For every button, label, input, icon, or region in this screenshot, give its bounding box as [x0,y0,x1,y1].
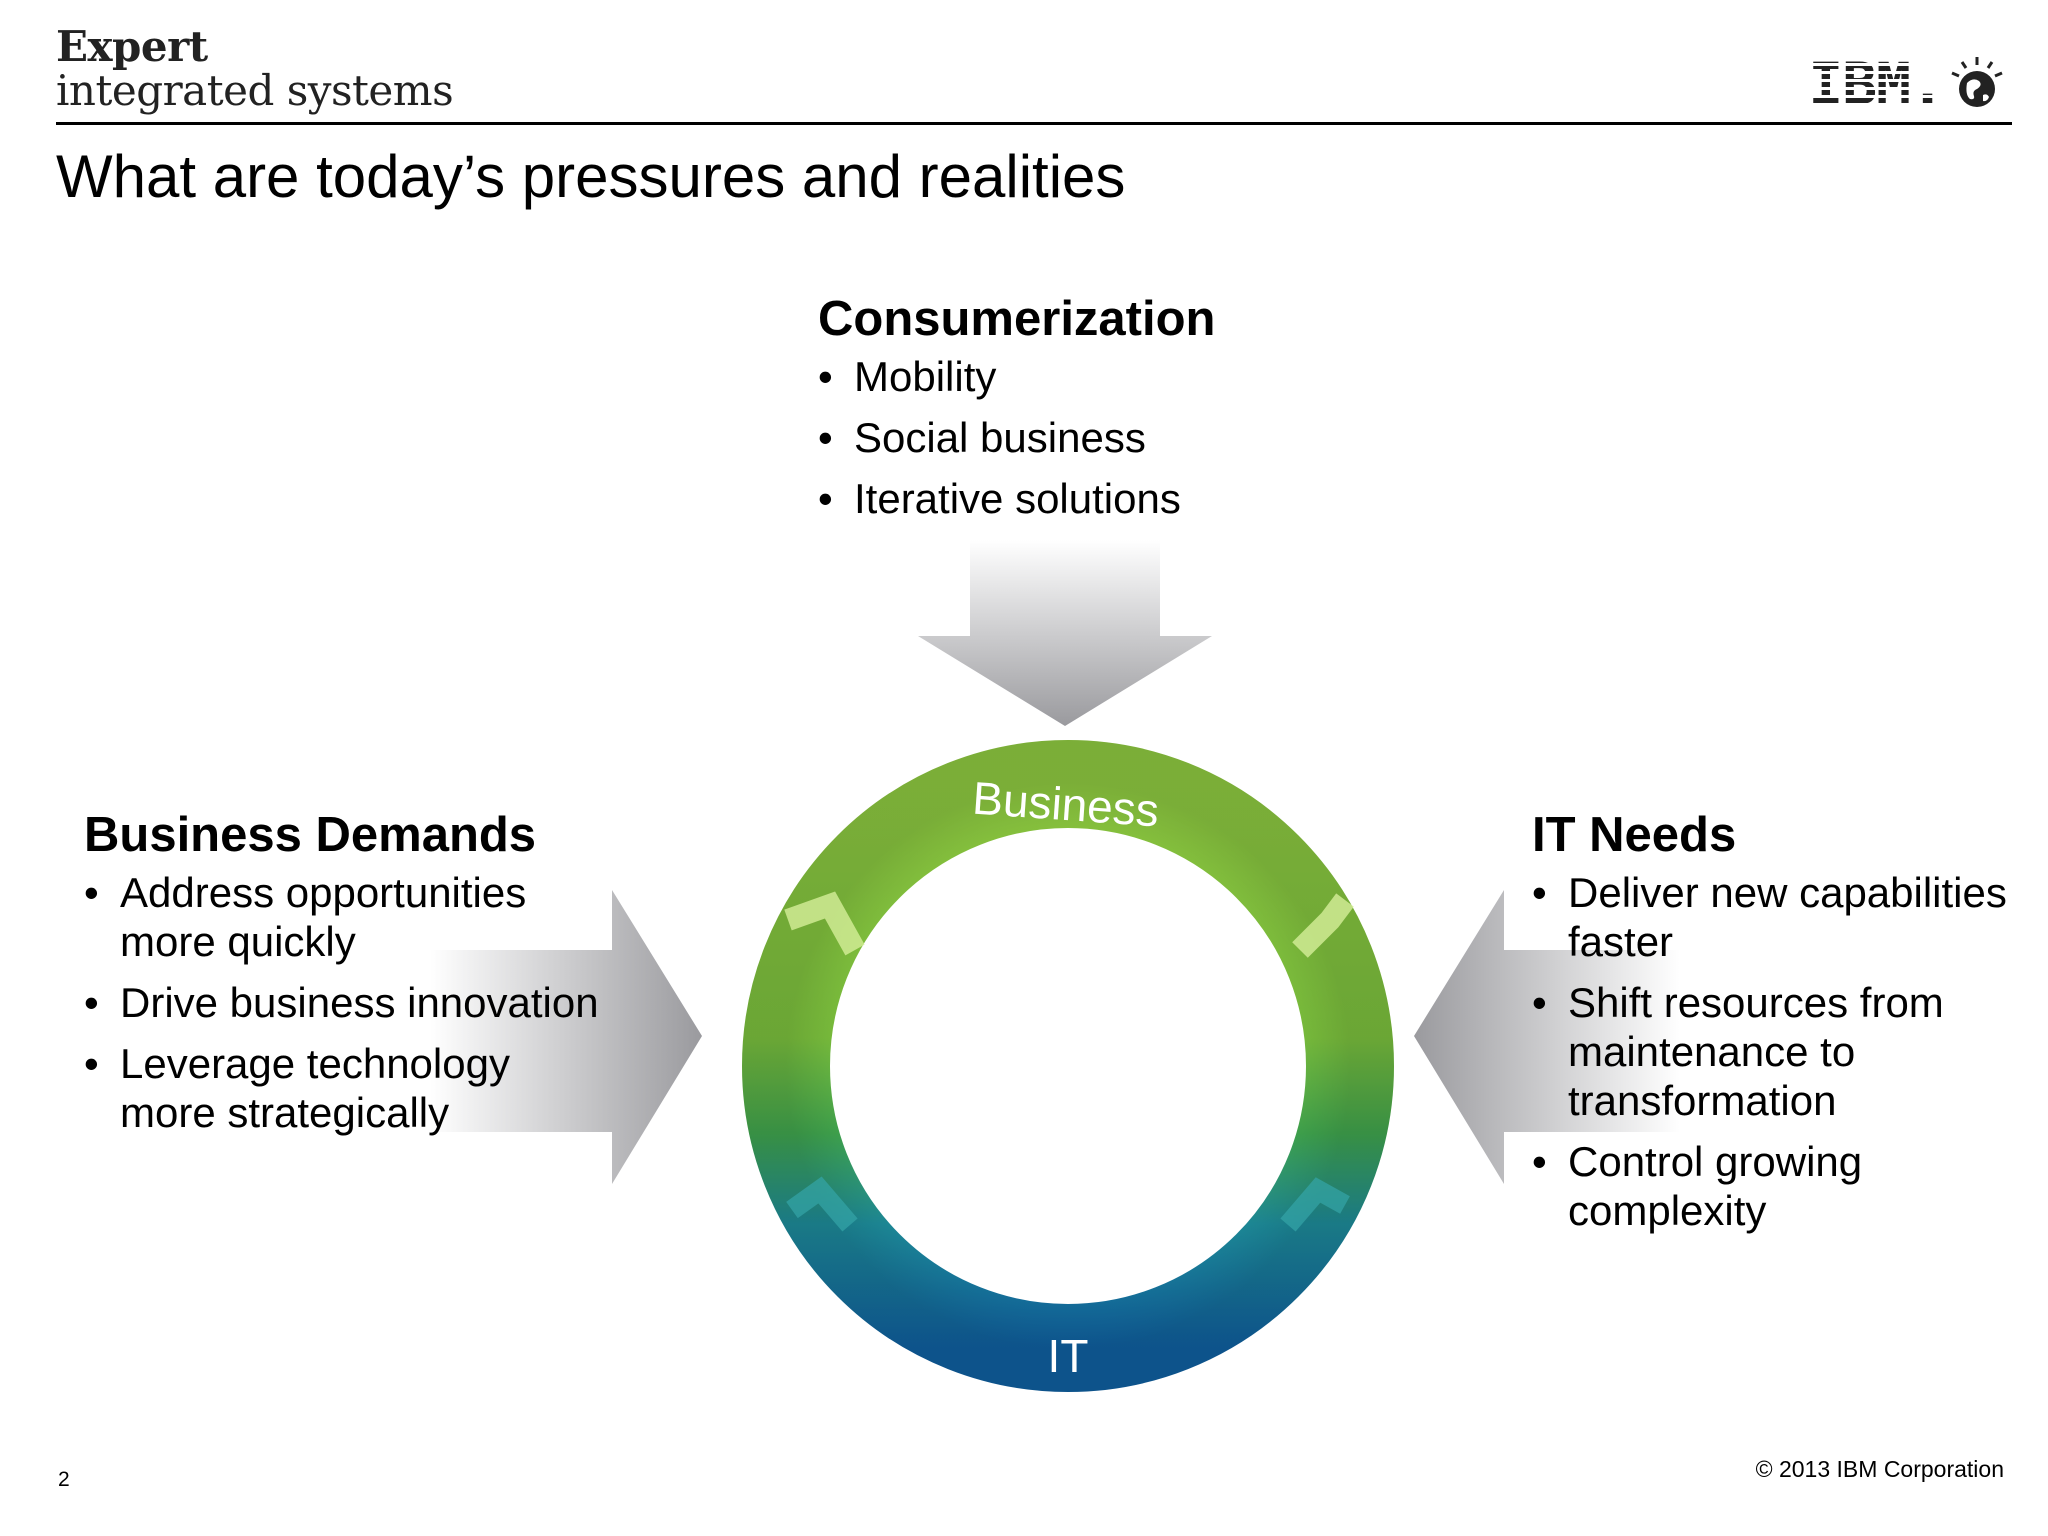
list-item: Drive business innovation [84,978,604,1027]
list-item: Iterative solutions [818,474,1215,523]
ibm-logo: IBM. [1808,50,2004,118]
brand-line-integrated-systems: integrated systems [56,66,454,115]
list-item: Shift resources from maintenance to tran… [1532,978,2012,1125]
brand-wordmark: Expert integrated systems [56,22,454,115]
brand-line-expert: Expert [56,22,208,71]
ring-chevron-right [1292,893,1354,958]
it-needs-heading: IT Needs [1532,808,1737,862]
smarter-planet-globe-icon [1951,57,2003,107]
list-item: Leverage technology more strategically [84,1039,604,1137]
page-number: 2 [58,1468,70,1491]
it-needs-block: IT Needs Deliver new capabilities faster… [1532,806,2012,1247]
consumerization-block: Consumerization Mobility Social business… [818,290,1215,535]
page-title: What are today’s pressures and realities [56,143,1126,210]
list-item: Mobility [818,352,1215,401]
ring-label-it: IT [1048,1330,1089,1382]
list-item: Control growing complexity [1532,1137,2012,1235]
list-item: Deliver new capabilities faster [1532,868,2012,966]
ibm-logo-text: IBM. [1808,50,1945,118]
header-divider [56,122,2012,125]
it-needs-list: Deliver new capabilities faster Shift re… [1532,868,2012,1235]
copyright-notice: © 2013 IBM Corporation [1755,1456,2004,1482]
list-item: Social business [818,413,1215,462]
business-demands-block: Business Demands Address opportunities m… [84,806,604,1149]
ring-chevron-lower-left [786,1176,858,1232]
consumerization-arrow [918,540,1212,726]
consumerization-heading: Consumerization [818,292,1216,346]
business-demands-list: Address opportunities more quickly Drive… [84,868,604,1137]
ring-chevron-left [784,891,865,956]
business-it-cycle-ring: Business IT [742,740,1394,1392]
business-demands-heading: Business Demands [84,808,537,862]
ring-label-business: Business [971,772,1161,837]
ring-chevron-lower-right [1280,1177,1350,1232]
list-item: Address opportunities more quickly [84,868,604,966]
consumerization-list: Mobility Social business Iterative solut… [818,352,1215,523]
